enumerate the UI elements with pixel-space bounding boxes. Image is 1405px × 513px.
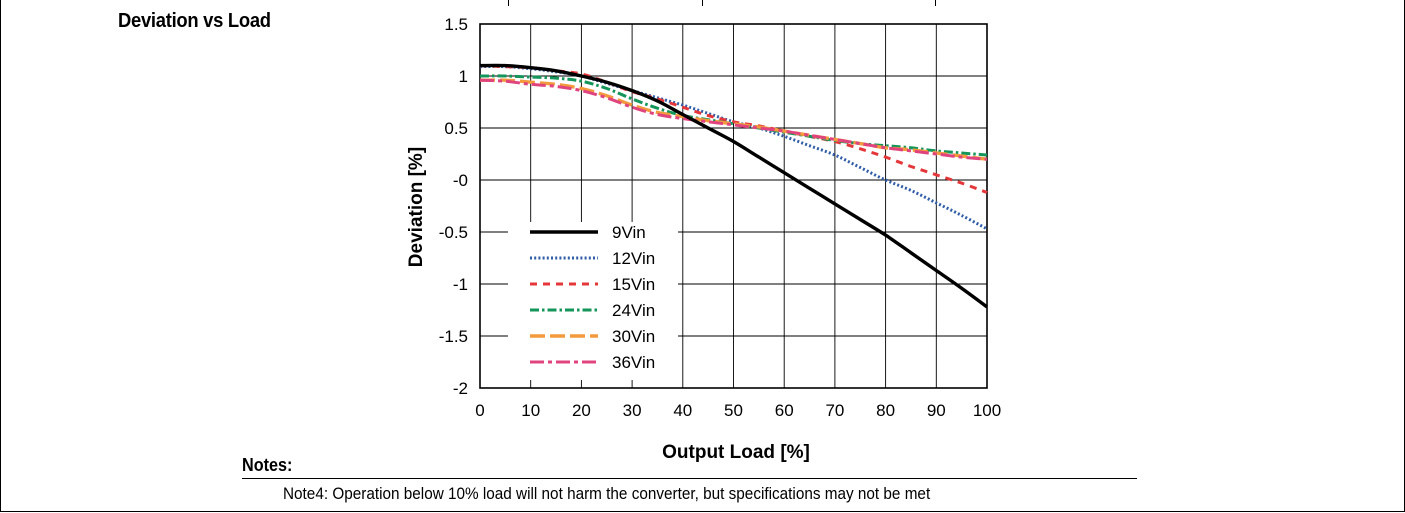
legend-label: 12Vin: [612, 249, 655, 268]
legend-label: 15Vin: [612, 275, 655, 294]
x-tick-label: 70: [825, 401, 844, 420]
section-title: Deviation vs Load: [118, 10, 271, 32]
legend-label: 36Vin: [612, 353, 655, 372]
x-tick-label: 40: [673, 401, 692, 420]
y-tick-label: 1.5: [444, 15, 468, 34]
chart-series: [479, 63, 989, 309]
series-line-30vin: [479, 78, 988, 161]
x-tick-label: 0: [475, 401, 484, 420]
legend-label: 9Vin: [612, 223, 646, 242]
y-tick-label: -0: [453, 171, 468, 190]
top-tick: [935, 0, 936, 6]
y-tick-label: -2: [453, 379, 468, 398]
x-axis-ticks: 0 10 20 30 40 50 60 70 80 90 100: [475, 401, 1001, 420]
y-tick-label: 0.5: [444, 119, 468, 138]
x-axis-label: Output Load [%]: [662, 442, 810, 463]
chart-grid: [479, 23, 988, 389]
legend-label: 30Vin: [612, 327, 655, 346]
x-tick-label: 10: [521, 401, 540, 420]
series-line-24vin: [479, 74, 988, 157]
notes-label: Notes:: [242, 455, 293, 475]
y-tick-label: -1.5: [439, 327, 468, 346]
y-axis-label: Deviation [%]: [406, 147, 427, 267]
x-tick-label: 60: [775, 401, 794, 420]
y-tick-label: -0.5: [439, 223, 468, 242]
y-tick-label: 1: [459, 67, 468, 86]
x-tick-label: 50: [724, 401, 743, 420]
x-tick-label: 90: [927, 401, 946, 420]
y-axis-ticks: 1.5 1 0.5 -0 -0.5 -1 -1.5 -2: [439, 15, 468, 398]
top-tick: [508, 0, 509, 6]
chart-legend: 9Vin 12Vin 15Vin 24Vin 30Vin 36Vin: [508, 222, 678, 380]
x-tick-label: 20: [572, 401, 591, 420]
top-tick: [702, 0, 703, 6]
x-tick-label: 80: [876, 401, 895, 420]
series-line-36vin: [479, 78, 988, 161]
legend-box: [508, 222, 678, 380]
series-line-9vin: [479, 63, 989, 309]
x-tick-label: 30: [623, 401, 642, 420]
legend-label: 24Vin: [612, 301, 655, 320]
notes-divider: [242, 478, 1137, 479]
y-tick-label: -1: [453, 275, 468, 294]
note-item: Note4: Operation below 10% load will not…: [283, 484, 931, 503]
x-tick-label: 100: [973, 401, 1001, 420]
